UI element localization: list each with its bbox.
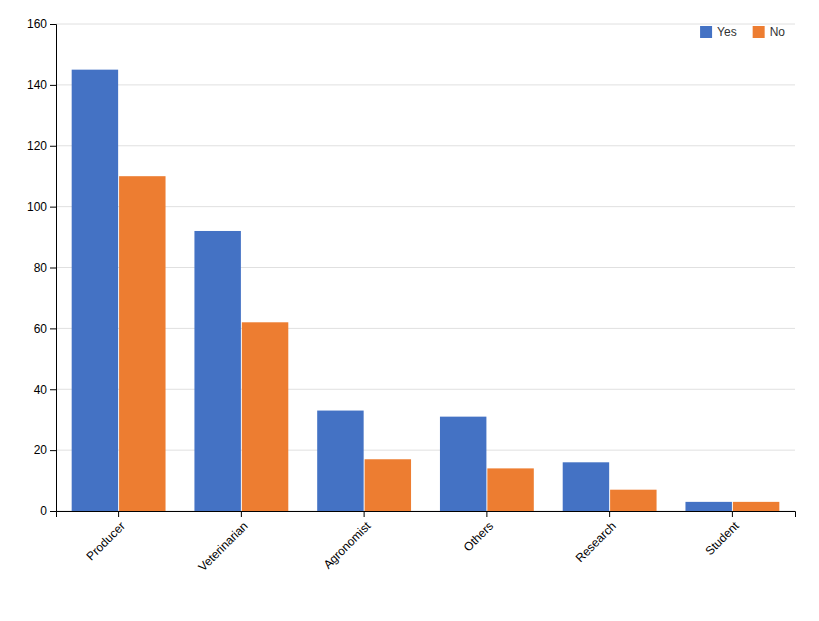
bar: [72, 70, 118, 511]
grid-line: [56, 328, 795, 329]
legend-label: No: [770, 25, 786, 39]
x-tick: Others: [461, 511, 496, 554]
y-tick: 20: [34, 443, 56, 457]
y-tick-label: 0: [40, 504, 47, 518]
y-tick: 160: [27, 17, 56, 31]
bar: [733, 502, 779, 511]
x-tick-label: Others: [461, 519, 496, 554]
x-tick-mark: [609, 511, 610, 517]
x-tick-label: Research: [573, 519, 619, 565]
y-tick-mark: [50, 85, 56, 86]
y-axis-line: [50, 25, 57, 512]
x-tick-label: Student: [703, 518, 743, 558]
y-tick-label: 80: [34, 261, 48, 275]
x-tick-mark: [364, 511, 365, 517]
grid-line: [56, 267, 795, 268]
x-tick-mark: [118, 511, 119, 517]
bar: [685, 502, 731, 511]
bar: [317, 411, 363, 511]
y-tick-mark: [50, 511, 56, 512]
x-tick: Research: [573, 511, 619, 565]
y-tick: 40: [34, 383, 56, 397]
y-tick-label: 20: [34, 443, 48, 457]
x-tick-mark: [241, 511, 242, 517]
grid-line: [56, 389, 795, 390]
y-tick-mark: [50, 146, 56, 147]
grid-line: [56, 24, 795, 25]
y-tick-label: 140: [27, 78, 47, 92]
x-tick-mark: [732, 511, 733, 517]
y-tick-label: 100: [27, 200, 47, 214]
y-tick: 60: [34, 322, 56, 336]
x-tick: Student: [703, 511, 743, 558]
y-tick-label: 60: [34, 322, 48, 336]
bar-series: [72, 70, 732, 511]
bar: [194, 231, 240, 511]
x-tick-label: Agronomist: [321, 518, 374, 571]
bar: [440, 417, 486, 511]
legend-swatch: [700, 26, 712, 38]
x-tick-label: Producer: [84, 519, 128, 563]
legend: Yes No: [700, 25, 785, 39]
legend-label: Yes: [717, 25, 737, 39]
plot: 0 20 40 60 80 100 120 140 160 Producer Veterinaria…: [27, 17, 796, 574]
y-tick-mark: [50, 268, 56, 269]
bar-series: [119, 176, 779, 511]
x-tick: Agronomist: [321, 511, 374, 572]
grid-line: [56, 84, 795, 85]
bar: [610, 490, 656, 511]
bar: [563, 462, 609, 511]
y-tick: 80: [34, 261, 56, 275]
x-tick-label: Veterinarian: [196, 519, 251, 574]
grid-line: [56, 450, 795, 451]
y-tick-label: 40: [34, 383, 48, 397]
x-tick: Veterinarian: [196, 511, 251, 574]
x-axis: Producer Veterinarian Agronomist Others Rese…: [57, 511, 796, 574]
grid-line: [56, 145, 795, 146]
bars: [72, 70, 780, 511]
x-tick-mark: [486, 511, 487, 517]
y-tick-mark: [50, 24, 56, 25]
y-tick: 0: [40, 504, 56, 518]
y-tick-mark: [50, 389, 56, 390]
y-tick-mark: [50, 450, 56, 451]
y-tick-label: 160: [27, 17, 47, 31]
grid: [56, 24, 795, 511]
y-tick-label: 120: [27, 139, 47, 153]
legend-item: Yes: [700, 25, 737, 39]
y-tick: 100: [27, 200, 56, 214]
chart: 0 20 40 60 80 100 120 140 160 Producer Veterinaria…: [0, 0, 819, 621]
legend-swatch: [753, 26, 765, 38]
y-tick: 140: [27, 78, 56, 92]
y-axis: 0 20 40 60 80 100 120 140 160: [27, 17, 57, 518]
grid-line: [56, 206, 795, 207]
bar: [119, 176, 165, 511]
x-axis-line: [57, 512, 796, 518]
y-tick-mark: [50, 328, 56, 329]
bar: [242, 322, 288, 511]
legend-item: No: [753, 25, 786, 39]
y-tick: 120: [27, 139, 56, 153]
x-tick: Producer: [84, 511, 128, 563]
bar: [365, 459, 411, 511]
bar: [487, 468, 533, 511]
y-tick-mark: [50, 207, 56, 208]
